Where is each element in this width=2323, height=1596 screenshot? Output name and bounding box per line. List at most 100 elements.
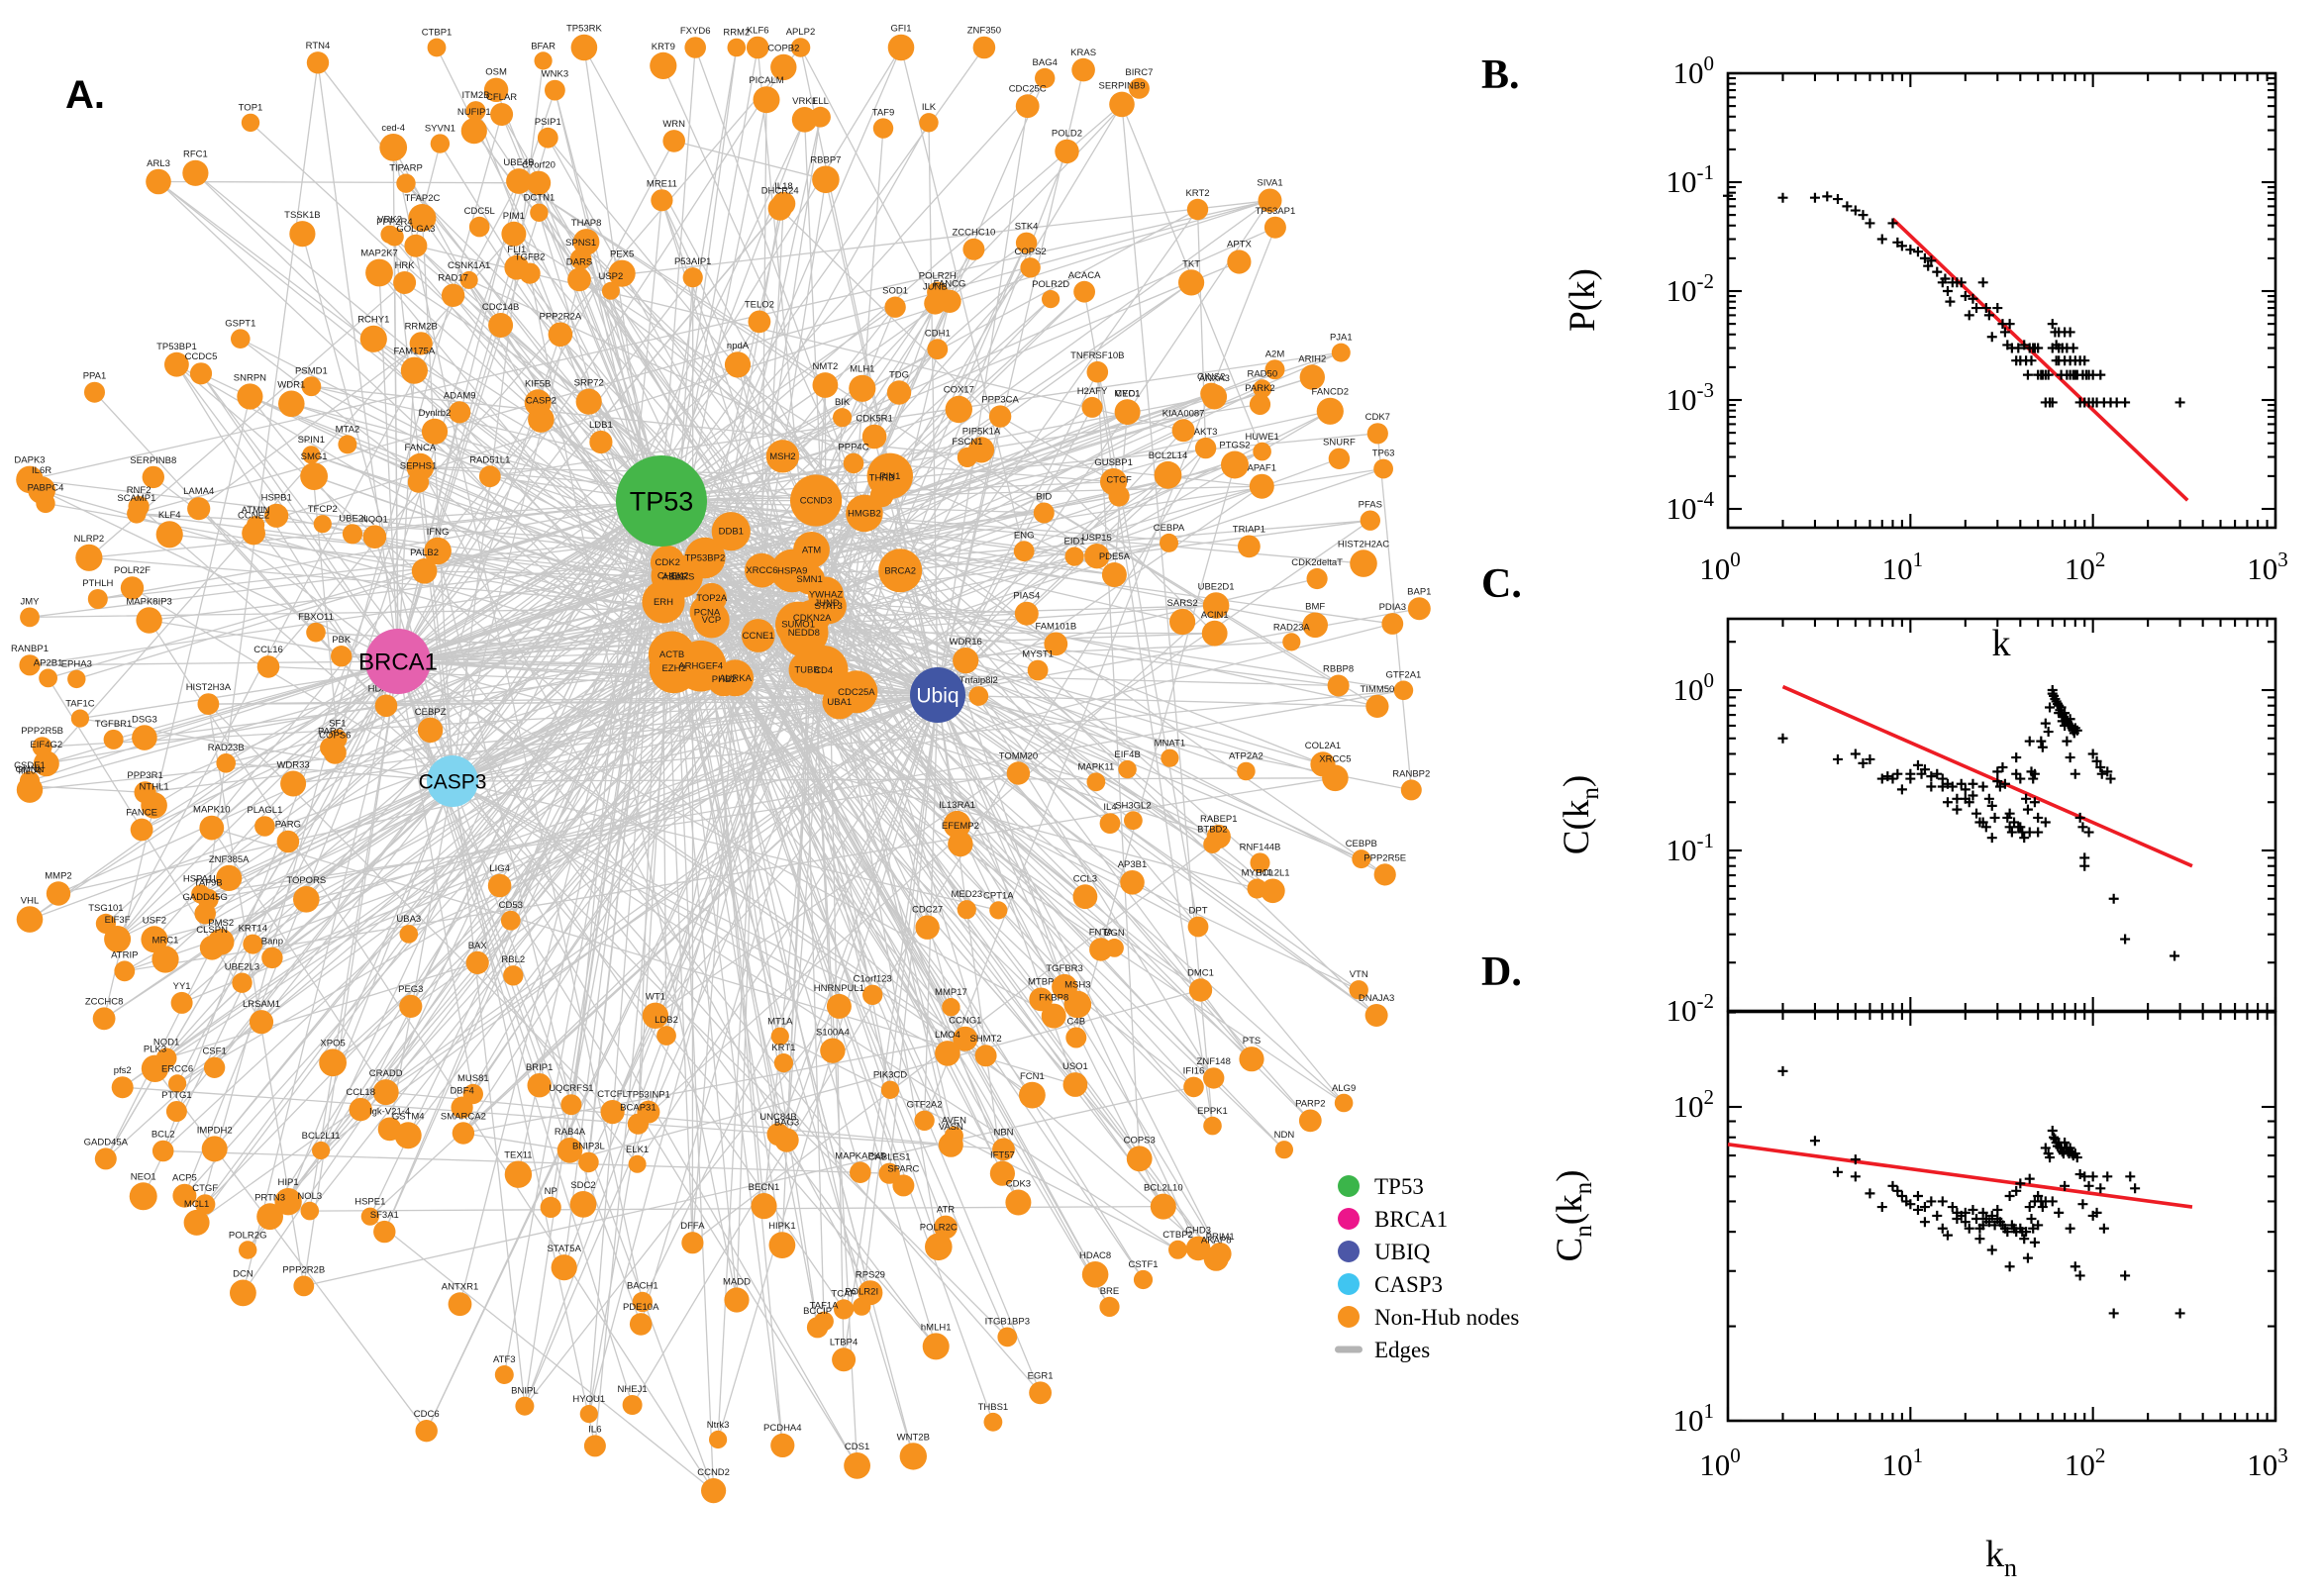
network-edge (116, 660, 399, 941)
network-node (1015, 94, 1040, 119)
network-node-label: HYOU1 (572, 1394, 605, 1405)
network-edge (811, 617, 1311, 1122)
network-edge (122, 1086, 1005, 1150)
network-node (927, 339, 949, 360)
data-point (2091, 397, 2102, 408)
data-point (1974, 1223, 1985, 1234)
data-point (2028, 1223, 2039, 1234)
data-point (1876, 234, 1887, 245)
network-node-label: PARG (275, 820, 301, 831)
network-edge (734, 677, 1005, 1150)
data-point (2065, 1223, 2075, 1234)
data-point (1858, 210, 1868, 221)
network-node (1183, 1076, 1204, 1098)
data-point (1986, 800, 1997, 811)
data-point (1980, 822, 1991, 833)
network-node-label: ERH (654, 597, 673, 608)
data-point (1896, 241, 1907, 251)
network-edge (900, 47, 1025, 552)
network-node-label: FKBP8 (1039, 993, 1068, 1004)
panel-label-c: C. (1481, 561, 1522, 607)
network-edge (810, 549, 1259, 890)
data-point (2056, 702, 2067, 713)
network-node-labels: NEDD8 DDB1 KARS CDK2 PCNA CCND3 XRCC6 TUBB ACTB S… (11, 24, 1431, 1478)
data-point (2125, 1171, 2136, 1182)
network-node-label: PLK3 (144, 1045, 166, 1055)
hub-node-brca1 (365, 629, 431, 694)
data-point (2095, 369, 2106, 380)
network-node (365, 258, 393, 287)
network-edge (153, 623, 1393, 941)
network-edge (691, 677, 737, 1244)
data-point (2091, 755, 2102, 766)
network-node (430, 134, 451, 153)
network-node (724, 351, 752, 378)
data-point (2170, 950, 2180, 961)
network-node-label: RAD51L1 (469, 454, 510, 465)
data-point (2065, 714, 2075, 725)
network-node (1171, 419, 1195, 443)
network-node-label: KARS (668, 571, 694, 582)
network-node-label: WNK3 (542, 69, 568, 80)
data-point (2108, 893, 2119, 904)
data-point (1952, 793, 1963, 804)
network-edge (1376, 433, 1412, 791)
network-node-label: ZNF385A (209, 854, 250, 865)
data-point (1960, 1217, 1970, 1228)
network-node-label: TOMM20 (999, 750, 1038, 761)
data-point (1980, 1214, 1991, 1225)
network-edge (131, 587, 454, 782)
network-node (132, 725, 157, 750)
data-point (2065, 355, 2075, 366)
data-point (2095, 1183, 2106, 1194)
network-node (256, 655, 280, 678)
network-node-label: MAP2K7 (360, 249, 398, 259)
network-edge (452, 780, 596, 1447)
network-node-label: POLR2G (229, 1230, 267, 1241)
network-node-label: GADD45G (182, 892, 227, 903)
network-node-label: SCAMP1 (117, 493, 155, 504)
network-node (1118, 759, 1137, 779)
network-edge (207, 703, 614, 1113)
network-node-label: NMT2 (812, 361, 838, 372)
network-edge (791, 298, 1052, 572)
network-edge (200, 372, 937, 1347)
network-node-label: YY1 (173, 981, 191, 992)
network-edge (662, 64, 865, 515)
network-node-label: C1orf123 (854, 974, 892, 985)
network-node (812, 372, 839, 398)
data-point (1986, 1245, 1997, 1255)
network-node (608, 259, 636, 287)
network-edge (397, 392, 1212, 662)
plot-ticks-B (1726, 71, 2277, 528)
data-point (1989, 812, 2000, 823)
data-point (2015, 822, 2026, 833)
network-node (165, 1101, 187, 1122)
data-point (1964, 310, 1974, 321)
data-point (2026, 355, 2037, 366)
network-node (306, 51, 330, 74)
network-node-label: HUWE1 (1245, 432, 1278, 443)
network-node (629, 1313, 653, 1336)
data-point (1980, 303, 1991, 314)
network-node (967, 437, 995, 463)
data-point (2050, 693, 2061, 704)
network-node-label: CDK7 (1365, 412, 1390, 423)
data-point (2009, 1223, 2020, 1234)
network-node-label: RCHY1 (357, 315, 389, 326)
data-point (2049, 690, 2060, 701)
x-tick-label: 103 (2247, 1444, 2288, 1482)
network-edge (437, 549, 572, 1106)
network-node (46, 881, 71, 906)
network-node-label: IMPDH2 (197, 1125, 233, 1136)
network-edge (706, 611, 1020, 1204)
network-edge (781, 178, 827, 457)
network-node-label: MAPK11 (1078, 761, 1115, 772)
network-node-label: CDK5R1 (856, 414, 893, 425)
network-node-label: Ntrk3 (707, 1420, 730, 1431)
network-node (622, 1395, 643, 1415)
network-node-label: GMNN (15, 764, 44, 775)
panel-label-b: B. (1481, 52, 1520, 98)
network-node-label: CYC1 (1115, 388, 1140, 399)
data-point (2043, 1148, 2054, 1159)
